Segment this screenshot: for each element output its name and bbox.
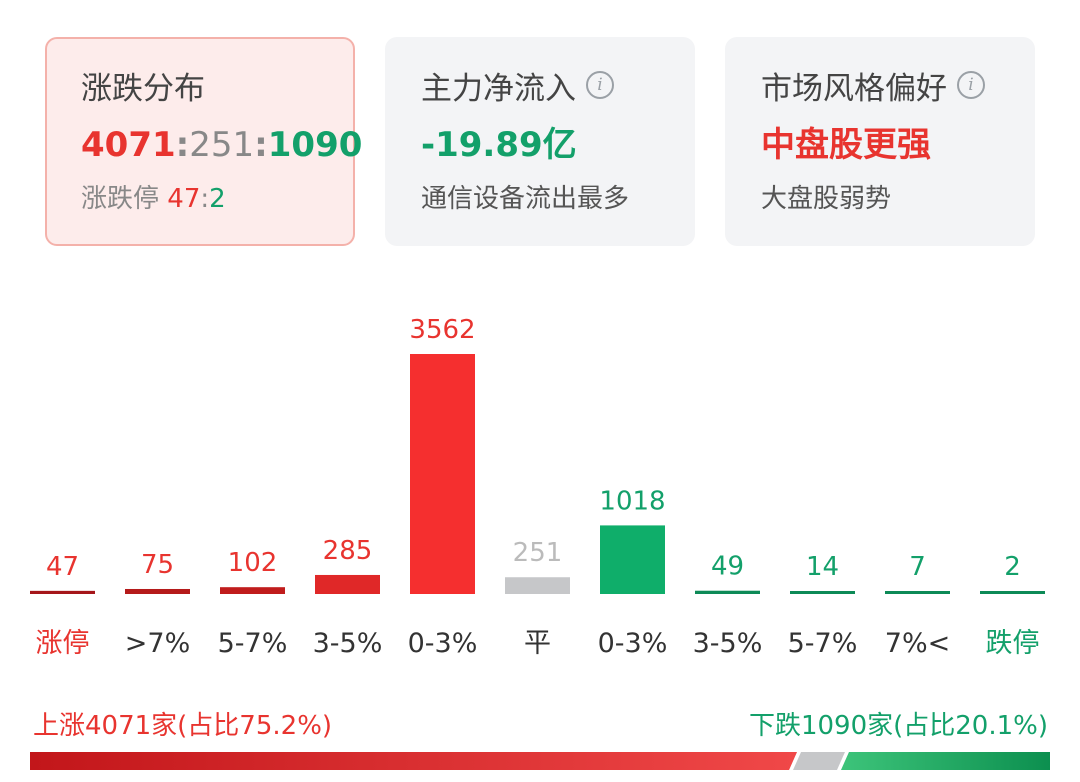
bar-value-label: 47 — [46, 552, 79, 582]
rise-fall-distribution-chart: 47 涨停 75 >7% 102 5-7% 285 3-5% 3562 0-3% 251 平 1018 0… — [30, 315, 1045, 659]
bar-baseline — [885, 593, 950, 594]
bar-value-label: 3562 — [409, 315, 475, 345]
net-inflow-value: -19.89亿 — [421, 125, 577, 165]
limit-label: 涨跌停 — [81, 184, 160, 214]
bar-7 — [695, 590, 760, 594]
category-label: 7%< — [885, 628, 950, 659]
category-label: 平 — [524, 628, 551, 659]
card-title-text: 主力净流入 — [421, 70, 576, 107]
bar-value-label: 2 — [1004, 552, 1021, 582]
fall-segment — [840, 752, 1050, 770]
bar-baseline — [410, 593, 475, 594]
bar-9 — [885, 591, 950, 594]
card-title: 涨跌分布 — [81, 70, 205, 107]
market-style-sub: 大盘股弱势 — [761, 184, 892, 214]
bar-baseline — [30, 593, 95, 594]
bar-5 — [505, 577, 570, 594]
main-net-inflow-card[interactable]: 主力净流入 i -19.89亿 通信设备流出最多 — [385, 37, 695, 246]
market-style-value: 中盘股更强 — [761, 125, 931, 165]
bar-1 — [125, 588, 190, 594]
ratio-separator: : — [175, 125, 190, 165]
category-label: 3-5% — [693, 628, 763, 659]
bar-baseline — [600, 593, 665, 594]
bar-value-label: 7 — [909, 552, 926, 582]
bar-baseline — [695, 593, 760, 594]
bar-4 — [410, 354, 475, 594]
rise-segment — [30, 752, 798, 770]
category-label: 5-7% — [218, 628, 288, 659]
category-label: 0-3% — [408, 628, 478, 659]
bar-baseline — [125, 593, 190, 594]
category-label: >7% — [125, 628, 190, 659]
bar-3 — [315, 574, 380, 594]
rise-flat-fall-ratio: 4071:251:1090 — [81, 123, 362, 167]
bar-value-label: 251 — [513, 538, 563, 568]
limit-up-count: 47 — [167, 184, 201, 214]
bar-baseline — [505, 593, 570, 594]
bar-value-label: 1018 — [599, 486, 665, 516]
bar-10 — [980, 591, 1045, 594]
flat-segment — [793, 752, 845, 770]
rise-fall-distribution-card[interactable]: 涨跌分布 4071:251:1090 涨跌停 47:2 — [45, 37, 362, 246]
bar-value-label: 285 — [323, 536, 373, 566]
card-title: 市场风格偏好 i — [761, 65, 1035, 107]
bar-6 — [600, 525, 665, 594]
bar-2 — [220, 587, 285, 594]
limit-up-down: 涨跌停 47:2 — [81, 181, 353, 217]
bar-baseline — [315, 593, 380, 594]
net-inflow-sub: 通信设备流出最多 — [421, 184, 630, 214]
bar-value-label: 14 — [806, 552, 839, 582]
bar-baseline — [790, 593, 855, 594]
rise-summary: 上涨4071家(占比75.2%) — [33, 711, 333, 741]
category-label: 涨停 — [36, 628, 90, 659]
bar-baseline — [980, 593, 1045, 594]
info-icon[interactable]: i — [586, 71, 614, 99]
category-label: 跌停 — [986, 628, 1040, 659]
fall-count: 1090 — [267, 125, 363, 165]
ratio-separator: : — [200, 184, 210, 214]
bar-8 — [790, 591, 855, 594]
rise-fall-ratio-bar — [30, 752, 1050, 770]
bar-0 — [30, 590, 95, 594]
info-icon[interactable]: i — [957, 71, 985, 99]
limit-down-count: 2 — [209, 184, 226, 214]
fall-summary: 下跌1090家(占比20.1%) — [748, 711, 1048, 741]
ratio-separator: : — [254, 125, 268, 165]
bar-baseline — [220, 593, 285, 594]
category-label: 0-3% — [598, 628, 668, 659]
bar-value-label: 102 — [228, 548, 278, 578]
market-style-card[interactable]: 市场风格偏好 i 中盘股更强 大盘股弱势 — [725, 37, 1035, 246]
card-title-text: 市场风格偏好 — [761, 70, 947, 107]
rise-count: 4071 — [81, 125, 176, 165]
card-title: 主力净流入 i — [421, 65, 695, 107]
bar-value-label: 75 — [141, 550, 174, 580]
category-label: 5-7% — [788, 628, 858, 659]
flat-count: 251 — [189, 125, 255, 165]
bar-value-label: 49 — [711, 552, 744, 582]
category-label: 3-5% — [313, 628, 383, 659]
